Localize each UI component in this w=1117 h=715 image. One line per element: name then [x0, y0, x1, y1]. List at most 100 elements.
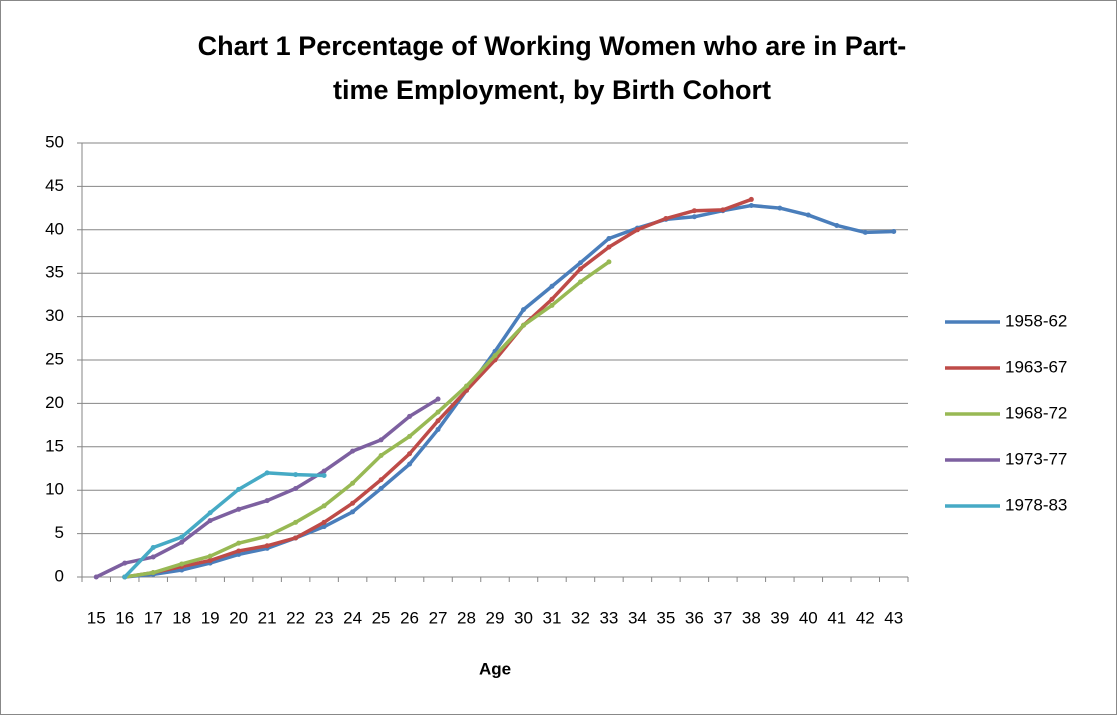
x-tick-label: 22 [286, 608, 305, 627]
series-marker [378, 485, 384, 491]
x-tick-label: 42 [856, 608, 875, 627]
x-tick-label: 34 [628, 608, 647, 627]
series-marker [407, 451, 413, 457]
series-line [124, 260, 610, 579]
legend-label: 1963-67 [1005, 357, 1067, 376]
series-marker [634, 227, 640, 233]
y-tick-label: 15 [45, 436, 64, 455]
chart-title: Chart 1 Percentage of Working Women who … [198, 31, 907, 61]
legend-label: 1978-83 [1005, 495, 1067, 514]
series-marker [236, 506, 242, 512]
x-tick-label: 39 [770, 608, 789, 627]
series-marker [264, 533, 270, 539]
x-tick-label: 19 [201, 608, 220, 627]
series-marker [321, 472, 327, 478]
series-marker [150, 554, 156, 560]
y-tick-label: 30 [45, 306, 64, 325]
legend-label: 1968-72 [1005, 403, 1067, 422]
x-tick-label: 23 [315, 608, 334, 627]
series-marker [236, 486, 242, 492]
x-tick-label: 36 [685, 608, 704, 627]
series-marker [264, 498, 270, 504]
series-marker [577, 279, 583, 285]
x-tick-label: 30 [514, 608, 533, 627]
series-line [123, 471, 325, 579]
series-marker [350, 448, 356, 454]
series-marker [407, 433, 413, 439]
series-marker [350, 509, 356, 515]
series-marker [549, 283, 555, 289]
series-marker [720, 207, 726, 213]
series-marker [492, 353, 498, 359]
legend-label: 1973-77 [1005, 449, 1067, 468]
series-marker [293, 485, 299, 491]
series-marker [293, 472, 299, 478]
series-marker [606, 259, 612, 265]
series-marker [321, 503, 327, 509]
series-marker [321, 524, 327, 530]
series-marker [93, 574, 99, 580]
series-marker [122, 560, 128, 566]
series-marker [520, 322, 526, 328]
series-marker [350, 500, 356, 506]
x-tick-label: 28 [457, 608, 476, 627]
y-tick-label: 50 [45, 132, 64, 151]
y-tick-label: 20 [45, 393, 64, 412]
series-marker [207, 518, 213, 524]
series-marker [777, 205, 783, 211]
series-marker [179, 561, 185, 567]
series-marker [321, 519, 327, 525]
series-marker [378, 477, 384, 483]
y-tick-label: 25 [45, 349, 64, 368]
series-marker [179, 539, 185, 545]
y-tick-label: 5 [55, 523, 64, 542]
series-marker [606, 235, 612, 241]
series-marker [207, 553, 213, 559]
x-tick-label: 18 [172, 608, 191, 627]
series-marker [691, 214, 697, 220]
series-marker [435, 409, 441, 415]
series-marker [577, 260, 583, 266]
series-marker [407, 461, 413, 467]
y-tick-label: 0 [55, 566, 64, 585]
series-marker [378, 437, 384, 443]
series-line [124, 203, 894, 579]
y-tick-label: 10 [45, 480, 64, 499]
x-tick-label: 31 [543, 608, 562, 627]
x-tick-label: 29 [486, 608, 505, 627]
series-marker [350, 480, 356, 486]
series-marker [179, 534, 185, 540]
series-marker [691, 208, 697, 214]
x-tick-label: 43 [884, 608, 903, 627]
series-marker [435, 426, 441, 432]
series-marker [207, 558, 213, 564]
series-marker [748, 196, 754, 202]
series-marker [748, 202, 754, 208]
y-tick-label: 45 [45, 176, 64, 195]
series-marker [435, 396, 441, 402]
series-marker [321, 468, 327, 474]
series-marker [663, 216, 669, 222]
series-marker [264, 543, 270, 549]
x-tick-label: 27 [429, 608, 448, 627]
x-tick-label: 20 [229, 608, 248, 627]
x-tick-label: 33 [599, 608, 618, 627]
series-marker [577, 266, 583, 272]
series-marker [407, 413, 413, 419]
x-tick-label: 26 [400, 608, 419, 627]
x-tick-label: 17 [144, 608, 163, 627]
series-marker [435, 418, 441, 424]
series-marker [606, 244, 612, 250]
series-marker [862, 229, 868, 235]
chart-title: time Employment, by Birth Cohort [333, 75, 771, 105]
series-marker [520, 307, 526, 313]
series-marker [805, 212, 811, 218]
y-tick-label: 35 [45, 263, 64, 282]
x-tick-label: 35 [656, 608, 675, 627]
series-marker [549, 296, 555, 302]
series-marker [464, 383, 470, 389]
series-marker [236, 548, 242, 554]
series-marker [236, 540, 242, 546]
